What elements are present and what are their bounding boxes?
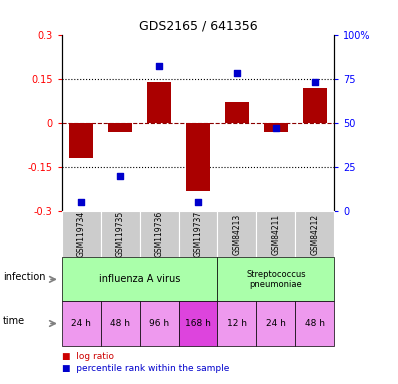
Text: ■  log ratio: ■ log ratio (62, 352, 114, 361)
Point (273, 125, 279, 131)
Bar (147, 82, 171, 123)
Bar (186, 123, 210, 190)
Text: GSM119734: GSM119734 (77, 211, 86, 257)
Bar (225, 102, 249, 123)
Point (312, 79, 318, 85)
Text: 48 h: 48 h (305, 319, 325, 328)
Text: 12 h: 12 h (227, 319, 247, 328)
Point (234, 70, 240, 76)
Text: infection: infection (3, 272, 46, 282)
Bar (264, 123, 288, 132)
Title: GDS2165 / 641356: GDS2165 / 641356 (139, 19, 258, 32)
Text: Streptococcus
pneumoniae: Streptococcus pneumoniae (246, 270, 306, 289)
Bar (108, 123, 132, 132)
Text: GSM84213: GSM84213 (232, 214, 242, 255)
Point (195, 199, 201, 205)
Text: 24 h: 24 h (71, 319, 91, 328)
Text: 96 h: 96 h (149, 319, 169, 328)
Text: ■  percentile rank within the sample: ■ percentile rank within the sample (62, 364, 229, 373)
Text: time: time (3, 316, 25, 326)
Text: GSM119735: GSM119735 (115, 211, 125, 257)
Bar (303, 88, 326, 123)
Text: GSM84212: GSM84212 (310, 214, 319, 255)
Text: GSM119736: GSM119736 (154, 211, 164, 257)
Text: 168 h: 168 h (185, 319, 211, 328)
Bar (70, 123, 93, 158)
Text: 48 h: 48 h (110, 319, 130, 328)
Text: influenza A virus: influenza A virus (99, 274, 180, 285)
Point (117, 173, 123, 179)
Text: GSM119737: GSM119737 (193, 211, 203, 257)
Text: GSM84211: GSM84211 (271, 214, 281, 255)
Point (78, 199, 84, 205)
Point (156, 63, 162, 70)
Text: 24 h: 24 h (266, 319, 286, 328)
